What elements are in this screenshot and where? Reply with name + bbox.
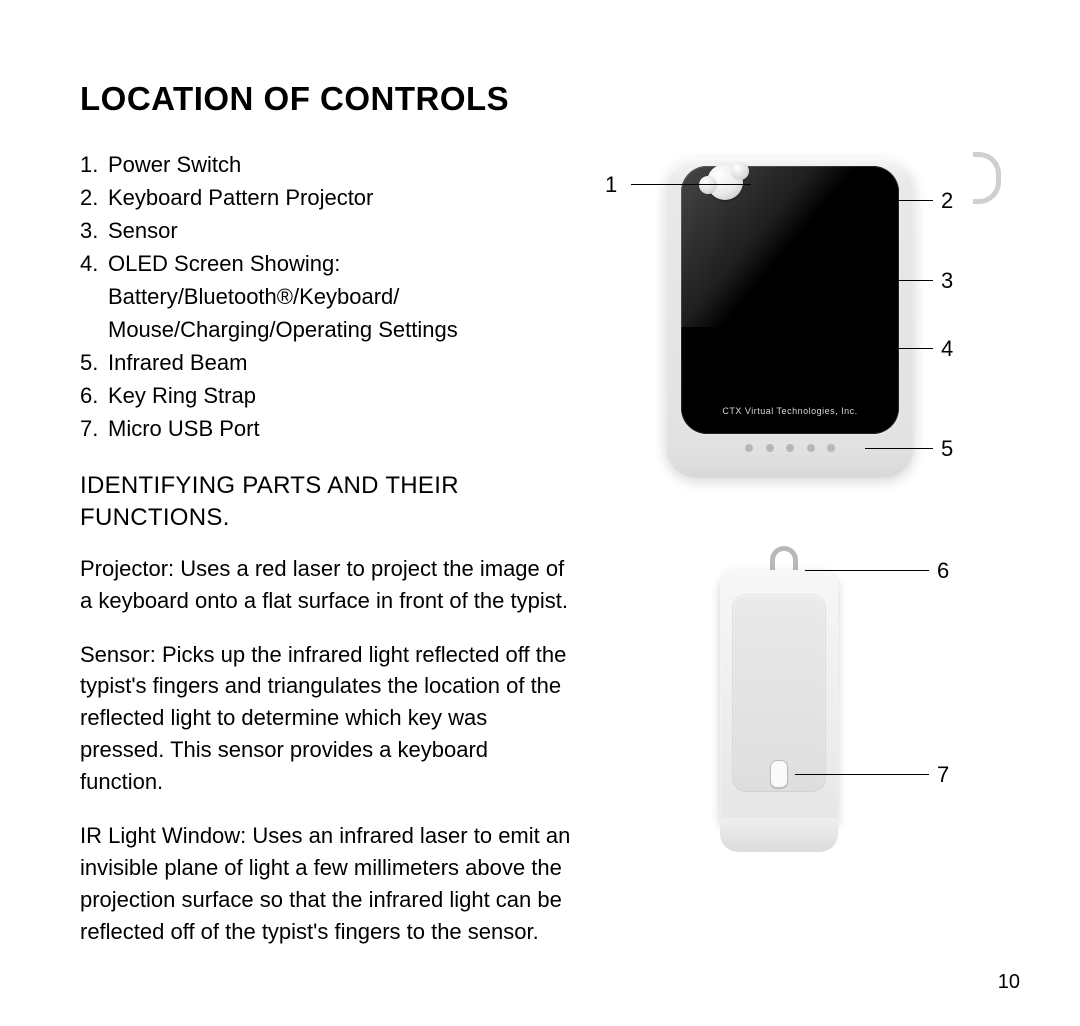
device-brand-text: CTX Virtual Technologies, Inc. [698, 406, 882, 416]
controls-item-label: Sensor [108, 214, 178, 247]
controls-item: 1.Power Switch [80, 148, 575, 181]
keyring-icon [973, 152, 1001, 204]
controls-item-label: Infrared Beam [108, 346, 247, 379]
controls-item-label: Key Ring Strap [108, 379, 256, 412]
function-paragraph: IR Light Window: Uses an infrared laser … [80, 820, 575, 948]
controls-item: 5.Infrared Beam [80, 346, 575, 379]
controls-item-label: Micro USB Port [108, 412, 260, 445]
controls-item: 7.Micro USB Port [80, 412, 575, 445]
function-lead: IR Light Window: [80, 823, 246, 848]
controls-item-label: Keyboard Pattern Projector [108, 181, 373, 214]
power-switch-icon [707, 164, 743, 200]
controls-item: 2.Keyboard Pattern Projector [80, 181, 575, 214]
device-front-diagram: CTX Virtual Technologies, Inc. 1 2 3 4 5 [595, 148, 995, 488]
page-title: LOCATION OF CONTROLS [80, 80, 1010, 118]
device-screen [681, 166, 899, 434]
controls-item: 3.Sensor [80, 214, 575, 247]
controls-item-label: Power Switch [108, 148, 241, 181]
function-lead: Sensor: [80, 642, 156, 667]
micro-usb-port-icon [770, 760, 788, 788]
controls-list: 1.Power Switch 2.Keyboard Pattern Projec… [80, 148, 575, 445]
function-lead: Projector: [80, 556, 174, 581]
controls-item: 4.OLED Screen Showing: Battery/Bluetooth… [80, 247, 575, 346]
controls-item-label: OLED Screen Showing: Battery/Bluetooth®/… [108, 247, 575, 346]
function-paragraph: Projector: Uses a red laser to project t… [80, 553, 575, 617]
controls-item: 6.Key Ring Strap [80, 379, 575, 412]
device-back-diagram: 6 7 [595, 538, 995, 878]
page-number: 10 [998, 971, 1020, 994]
indicator-dots-icon [745, 444, 835, 454]
function-paragraph: Sensor: Picks up the infrared light refl… [80, 639, 575, 798]
section-subhead: IDENTIFYING PARTS AND THEIR FUNCTIONS. [80, 470, 575, 535]
